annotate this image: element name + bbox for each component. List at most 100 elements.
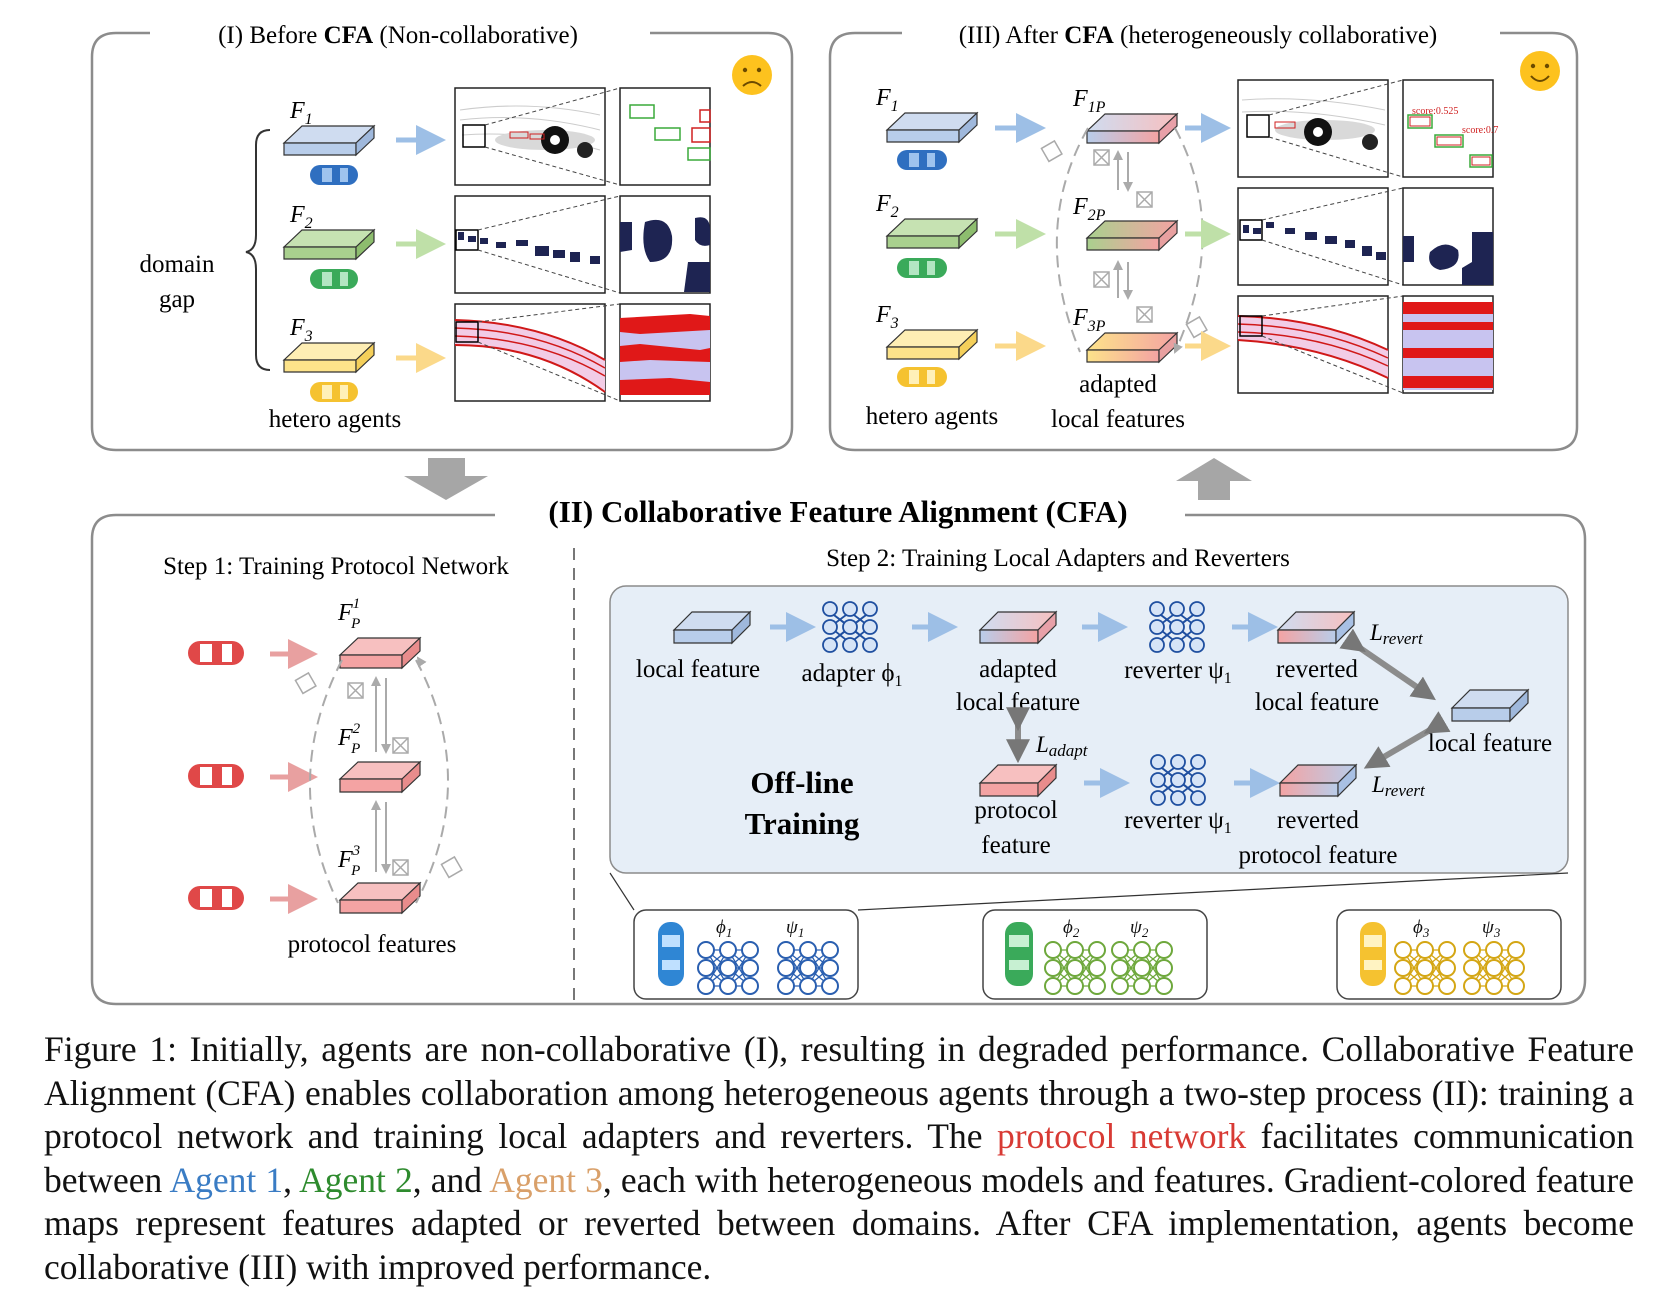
adapted-label-2: local features [1051,406,1185,433]
panel1-title: (I) Before CFA (Non-collaborative) [218,22,578,49]
adapted-local-feature-label: adapted [979,656,1057,683]
flow-arrow-down [404,458,488,500]
agent2-phi-label: ϕ2 [1063,917,1080,940]
p3-feature-map-f1 [885,111,979,144]
panel-cfa: (II) Collaborative Feature Alignment (CF… [90,494,1587,1006]
domain-gap-brace [245,129,271,371]
feature-map-f3 [282,341,376,374]
local-feature-block [672,610,752,645]
agent1-reverter-net-icon [777,941,839,995]
car-green-icon [310,269,358,289]
panel-after-cfa: (III) After CFA (heterogeneously collabo… [828,22,1579,452]
feature-map-f2 [282,228,376,261]
red-car-icon-3 [188,886,244,910]
local-feature-label: local feature [636,656,760,683]
protocol-features-label: protocol features [288,931,457,958]
l-revert-top-arrow [1339,628,1436,701]
reverted-local-feature-label-2: local feature [1255,689,1379,716]
figure-diagram: (I) Before CFA (Non-collaborative) domai… [90,22,1587,1006]
offline-training-label-2: Training [745,806,860,841]
feature-map-f1 [282,124,376,157]
sad-face-icon [732,55,772,95]
agent3-adapter-net-icon [1394,941,1456,995]
p3-car-yellow-icon [897,367,947,387]
feature-f1-label: F1 [289,98,313,128]
domain-gap-label-2: gap [159,286,195,313]
adapted-local-feature-block [978,610,1058,645]
step2-label: Step 2: Training Local Adapters and Reve… [826,545,1290,572]
caption-agent1: Agent 1 [169,1159,284,1200]
reverter-label: reverter ψ1 [1124,657,1232,687]
feature-f3-label: F3 [289,315,313,345]
reverter-network-icon-2 [1150,754,1206,806]
output-segmentation [454,195,711,294]
panel3-title: (III) After CFA (heterogeneously collabo… [959,22,1438,49]
protocol-feature-block [978,763,1058,798]
protocol-feature-2 [338,760,422,794]
step1-exchange-arrows [308,656,449,904]
score-label-1: score:0.525 [1412,106,1458,117]
step1-label: Step 1: Training Protocol Network [163,553,509,580]
l-revert-bottom-label: Lrevert [1371,772,1426,800]
domain-gap-label: domain [140,251,215,278]
figure-caption: Figure 1: Initially, agents are non-coll… [44,1028,1634,1290]
hetero-agents-label: hetero agents [269,406,402,433]
adapter-label: adapter ϕ1 [802,660,903,690]
p3-feature-map-f2 [885,217,979,250]
red-car-icon-2 [188,764,244,788]
agent-network-icons [697,941,1525,995]
p3-car-green-icon [897,258,947,278]
caption-sep-2: , and [412,1159,490,1200]
car-blue-icon [310,165,358,185]
reverter-network-icon [1149,601,1205,653]
agent2-adapter-net-icon [1044,941,1106,995]
protocol-feature-1 [338,636,422,670]
happy-face-icon [1520,51,1560,91]
flow-arrow-up [1176,458,1252,500]
adapted-label: adapted [1079,371,1157,398]
output-lidar-detection [454,87,711,186]
p3-output-segmentation [1237,187,1494,286]
agent3-reverter-net-icon [1463,941,1525,995]
agent1-adapter-net-icon [697,941,759,995]
step1-fp1-label: F1 P [337,596,360,632]
adapted-feature-f2p [1085,219,1179,252]
offline-training-box [609,585,1569,874]
agent3-phi-label: ϕ3 [1413,917,1430,940]
p3-exchange-arrows [1055,127,1204,354]
p3-proto-f1p-label: F1P [1072,86,1106,116]
p3-car-blue-icon [897,150,947,170]
reverter-label-2: reverter ψ1 [1124,807,1232,837]
p3-output-lane-map [1237,295,1494,394]
agent1-phi-label: ϕ1 [716,917,732,940]
agent2-reverter-net-icon [1111,941,1173,995]
p3-proto-f3p-label: F3P [1072,305,1106,335]
p3-proto-f2p-label: F2P [1072,194,1106,224]
caption-text-2: facilitates communication between [44,1116,1634,1200]
reverted-protocol-feature-label-2: protocol feature [1239,842,1398,869]
caption-text-3: , each with heterogeneous models and fea… [44,1159,1634,1287]
p3-feature-map-f3 [885,328,979,361]
caption-protocol-network: protocol network [997,1116,1247,1157]
car-yellow-icon [310,382,358,402]
zoom-line-right [857,872,1569,911]
protocol-feature-label-2: feature [981,832,1050,859]
caption-agent3: Agent 3 [489,1159,603,1200]
protocol-feature-label: protocol [974,797,1057,824]
agent1-psi-label: ψ1 [786,917,804,940]
caption-text-1: Figure 1: Initially, agents are non-coll… [44,1029,1634,1157]
p3-feature-f2-label: F2 [875,191,899,221]
p3-hetero-agents-label: hetero agents [866,403,999,430]
agent2-psi-label: ψ2 [1130,917,1149,940]
envelope-icon [1040,139,1208,339]
red-car-icon [188,641,244,665]
reverted-local-feature-label: reverted [1276,656,1358,683]
caption-agent2: Agent 2 [299,1159,413,1200]
feature-f2-label: F2 [289,202,313,232]
p3-output-lidar-detection: score:0.525 score:0.7 [1237,79,1498,178]
step1-fp3-label: F3 P [337,843,360,879]
envelope-icon-step1 [294,671,463,879]
local-feature-right-block [1450,688,1530,723]
adapted-local-feature-label-2: local feature [956,689,1080,716]
adapted-feature-f3p [1085,331,1179,364]
